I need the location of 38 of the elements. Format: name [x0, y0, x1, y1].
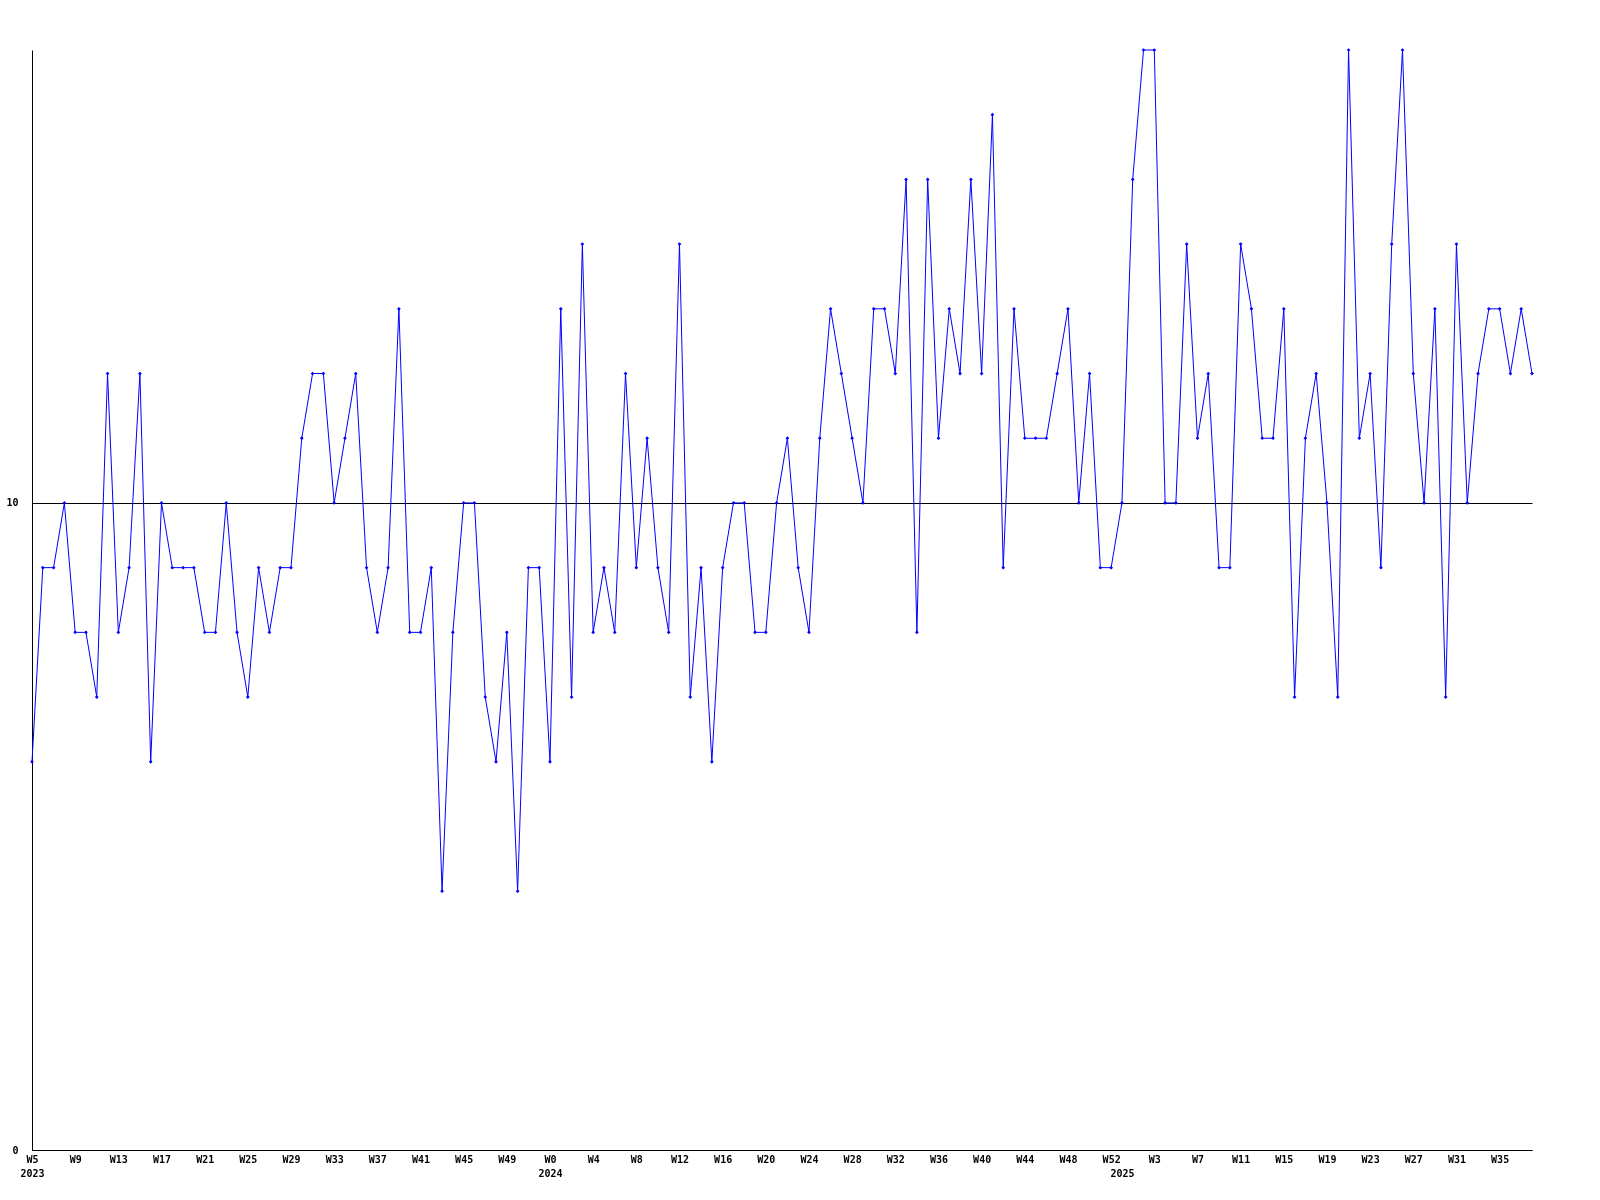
x-tick-label: W45	[455, 1153, 474, 1165]
x-tick-label: W13	[109, 1153, 128, 1165]
x-tick-label: W52	[1102, 1153, 1121, 1165]
x-tick-label: W11	[1232, 1153, 1251, 1165]
x-tick-label: W0 2024	[538, 1153, 563, 1179]
x-tick-label: W44	[1016, 1153, 1035, 1165]
x-tick-label: W20	[757, 1153, 776, 1165]
x-tick-label: W16	[714, 1153, 733, 1165]
x-tick-label: W21	[196, 1153, 215, 1165]
x-tick-label: W8	[630, 1153, 643, 1165]
x-tick-label: W28	[843, 1153, 862, 1165]
x-tick-label: W31	[1447, 1153, 1466, 1165]
x-tick-label: W5 2023	[20, 1153, 45, 1179]
x-tick-label: W49	[498, 1153, 517, 1165]
x-tick-label: W32	[886, 1153, 905, 1165]
x-tick-label: W40	[973, 1153, 992, 1165]
x-tick-label: W36	[929, 1153, 949, 1165]
x-tick-label: W17	[152, 1153, 172, 1165]
x-tick-label: W48	[1059, 1153, 1078, 1165]
y-tick-label: 10	[6, 497, 19, 509]
x-tick-label: W12	[670, 1153, 690, 1165]
x-tick-label: W23	[1361, 1153, 1380, 1165]
x-tick-label: W4	[587, 1153, 600, 1165]
x-tick-label: W29	[282, 1153, 301, 1165]
x-tick-label: W3	[1148, 1153, 1161, 1165]
y-tick-label: 0	[12, 1144, 19, 1156]
x-tick-label: W41	[411, 1153, 431, 1165]
x-tick-label: W15	[1275, 1153, 1294, 1165]
x-tick-label: W7	[1191, 1153, 1204, 1165]
x-tick-label: W9	[69, 1153, 82, 1165]
x-tick-label: W33	[325, 1153, 344, 1165]
x-tick-label: W19	[1318, 1153, 1337, 1165]
x-tick-label: W37	[368, 1153, 387, 1165]
x-tick-label: W27	[1404, 1153, 1423, 1165]
x-tick-label: 2025	[1110, 1167, 1135, 1179]
x-tick-label: W35	[1491, 1153, 1510, 1165]
x-tick-label: W24	[800, 1153, 819, 1165]
x-tick-label: W25	[239, 1153, 258, 1165]
